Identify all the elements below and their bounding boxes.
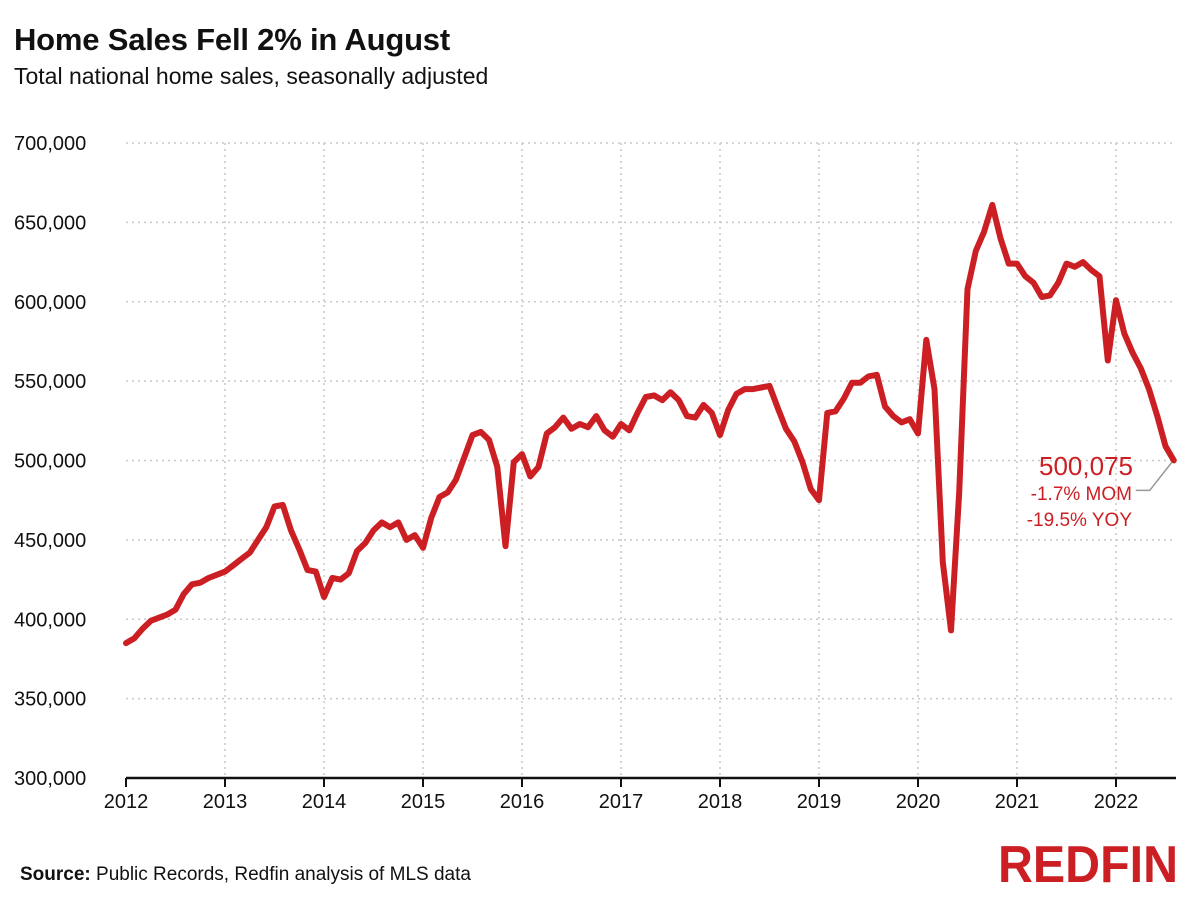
annotation-leader-line (1135, 461, 1173, 492)
grid-lines (126, 142, 1176, 778)
x-tick-label: 2013 (203, 791, 248, 813)
x-axis: 2012 2013 2014 2015 2016 2017 2018 2019 2020 2021… (104, 776, 1176, 813)
annotation-value: 500,075 (1039, 451, 1133, 481)
y-tick-label: 500,000 (14, 451, 86, 473)
x-tick-label: 2017 (599, 791, 644, 813)
x-tick-label: 2015 (401, 791, 446, 813)
chart-title: Home Sales Fell 2% in August (14, 22, 450, 57)
annotation-mom: -1.7% MOM (1031, 484, 1132, 505)
annotation-group: 500,075 -1.7% MOM -19.5% YOY (1027, 451, 1173, 531)
y-tick-label: 650,000 (14, 212, 86, 234)
x-tick-label: 2020 (896, 791, 941, 813)
source-note: Source: Public Records, Redfin analysis … (20, 864, 471, 886)
x-tick-label: 2022 (1094, 791, 1139, 813)
x-tick-label: 2016 (500, 791, 545, 813)
y-tick-label: 550,000 (14, 371, 86, 393)
series-line-home-sales (123, 201, 1177, 647)
source-text: Public Records, Redfin analysis of MLS d… (96, 864, 471, 885)
x-tick-label: 2018 (698, 791, 743, 813)
x-tick-label: 2021 (995, 791, 1040, 813)
y-tick-label: 350,000 (14, 689, 86, 711)
chart-subtitle: Total national home sales, seasonally ad… (14, 63, 489, 89)
y-tick-label: 450,000 (14, 530, 86, 552)
y-tick-label: 600,000 (14, 292, 86, 314)
redfin-logo: REDFIN (998, 836, 1178, 888)
series-group (123, 201, 1177, 647)
x-tick-label: 2014 (302, 791, 347, 813)
y-axis-tick-labels: 300,000 350,000 400,000 450,000 500,000 550,0… (14, 133, 86, 790)
y-tick-label: 300,000 (14, 768, 86, 790)
y-tick-label: 700,000 (14, 133, 86, 155)
redfin-logo-text: REDFIN (998, 836, 1178, 888)
x-tick-label: 2019 (797, 791, 842, 813)
x-tick-label: 2012 (104, 791, 149, 813)
y-tick-label: 400,000 (14, 609, 86, 631)
annotation-yoy: -19.5% YOY (1027, 510, 1133, 531)
source-label: Source: (20, 864, 91, 885)
